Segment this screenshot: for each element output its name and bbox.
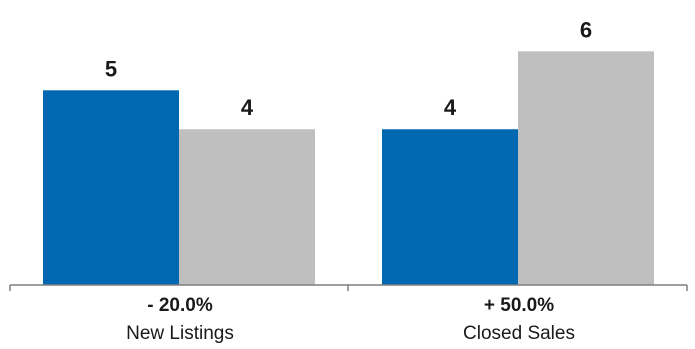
category-label-new-listings: New Listings: [126, 323, 234, 344]
bar-new-listings-series-2: [179, 129, 315, 285]
value-label-new-listings-series-2: 4: [241, 95, 254, 120]
bars-layer: [43, 51, 654, 286]
value-label-closed-sales-series-1: 4: [444, 95, 457, 120]
category-labels: - 20.0% New Listings + 50.0% Closed Sale…: [126, 295, 575, 344]
value-label-new-listings-series-1: 5: [105, 56, 117, 81]
change-label-closed-sales: + 50.0%: [484, 295, 554, 316]
value-labels-layer: 5 4 4 6: [105, 17, 592, 120]
value-label-closed-sales-series-2: 6: [580, 17, 592, 42]
x-axis: [9, 284, 688, 291]
bar-closed-sales-series-2: [518, 51, 654, 286]
bar-new-listings-series-1: [43, 90, 179, 285]
change-label-new-listings: - 20.0%: [147, 295, 213, 316]
category-label-closed-sales: Closed Sales: [463, 323, 575, 344]
bar-closed-sales-series-1: [382, 129, 518, 285]
